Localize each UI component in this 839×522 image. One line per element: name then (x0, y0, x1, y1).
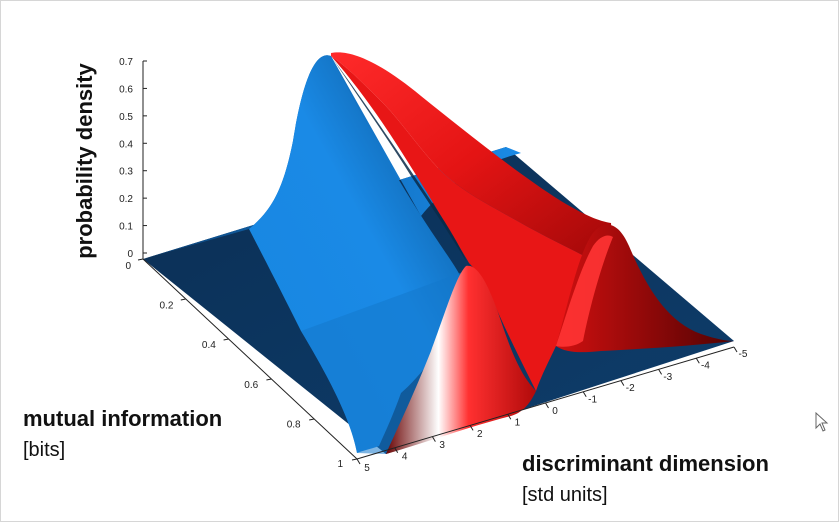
red-surface-ridge (331, 52, 612, 263)
y-tick-label: 0.2 (159, 301, 173, 312)
y-tick-label: 1 (337, 459, 343, 470)
y-tick-label: 0.6 (244, 380, 258, 391)
y-axis-line (142, 258, 358, 460)
x-tick-label: 5 (364, 463, 370, 474)
y-tick-label: 0.8 (287, 419, 301, 430)
y-tick-labels: 0 0.2 0.4 0.6 0.8 1 (125, 258, 358, 470)
z-axis-label: probability density (72, 63, 97, 259)
tick-mark (620, 380, 625, 386)
x-tick-label: 2 (477, 429, 483, 440)
x-tick-label: -2 (626, 383, 635, 394)
x-tick-label: 3 (439, 440, 445, 451)
tick-mark (658, 369, 663, 375)
tick-mark (137, 258, 144, 261)
red-surface-hump (386, 265, 536, 454)
tick-mark (507, 413, 512, 420)
x-tick-label: -5 (739, 349, 748, 360)
z-tick-label: 0.1 (119, 222, 133, 233)
mouse-pointer-icon (815, 412, 829, 432)
tick-mark (695, 357, 700, 364)
y-axis-label: mutual information (23, 406, 223, 431)
tick-mark (351, 458, 358, 461)
red-surface-peak-face (556, 235, 613, 347)
tick-mark (309, 418, 315, 421)
z-tick-label: 0 (127, 249, 133, 260)
z-tick-labels: 0 0.1 0.2 0.3 0.4 0.5 0.6 0.7 (119, 57, 147, 260)
y-tick-label: 0 (125, 261, 131, 272)
x-tick-label: -3 (663, 372, 672, 383)
tick-mark (180, 298, 186, 301)
x-tick-label: 4 (402, 452, 408, 463)
tick-mark (394, 447, 399, 454)
y-tick-label: 0.4 (202, 340, 216, 351)
tick-mark (733, 346, 738, 353)
tick-mark (266, 378, 272, 381)
z-tick-label: 0.7 (119, 57, 133, 68)
red-surface-ridge-front (331, 56, 597, 391)
z-tick-label: 0.3 (119, 167, 133, 178)
x-tick-label: -4 (701, 360, 710, 371)
z-tick-label: 0.6 (119, 84, 133, 95)
tick-mark (223, 338, 229, 341)
z-tick-label: 0.2 (119, 194, 133, 205)
x-tick-label: 0 (552, 406, 558, 417)
y-axis-unit: [bits] (23, 439, 66, 461)
x-tick-label: 1 (515, 417, 521, 428)
x-tick-labels: 5 4 3 2 1 0 -1 -2 -3 -4 -5 (356, 346, 748, 474)
x-axis-label: discriminant dimension (522, 451, 769, 476)
x-axis-unit: [std units] (522, 484, 608, 506)
x-tick-label: -1 (588, 395, 597, 406)
tick-mark (582, 391, 587, 398)
tick-mark (431, 436, 436, 442)
z-tick-label: 0.4 (119, 139, 133, 150)
tick-mark (469, 425, 474, 431)
z-tick-label: 0.5 (119, 112, 133, 123)
tick-mark (356, 458, 361, 465)
tick-mark (545, 402, 549, 409)
